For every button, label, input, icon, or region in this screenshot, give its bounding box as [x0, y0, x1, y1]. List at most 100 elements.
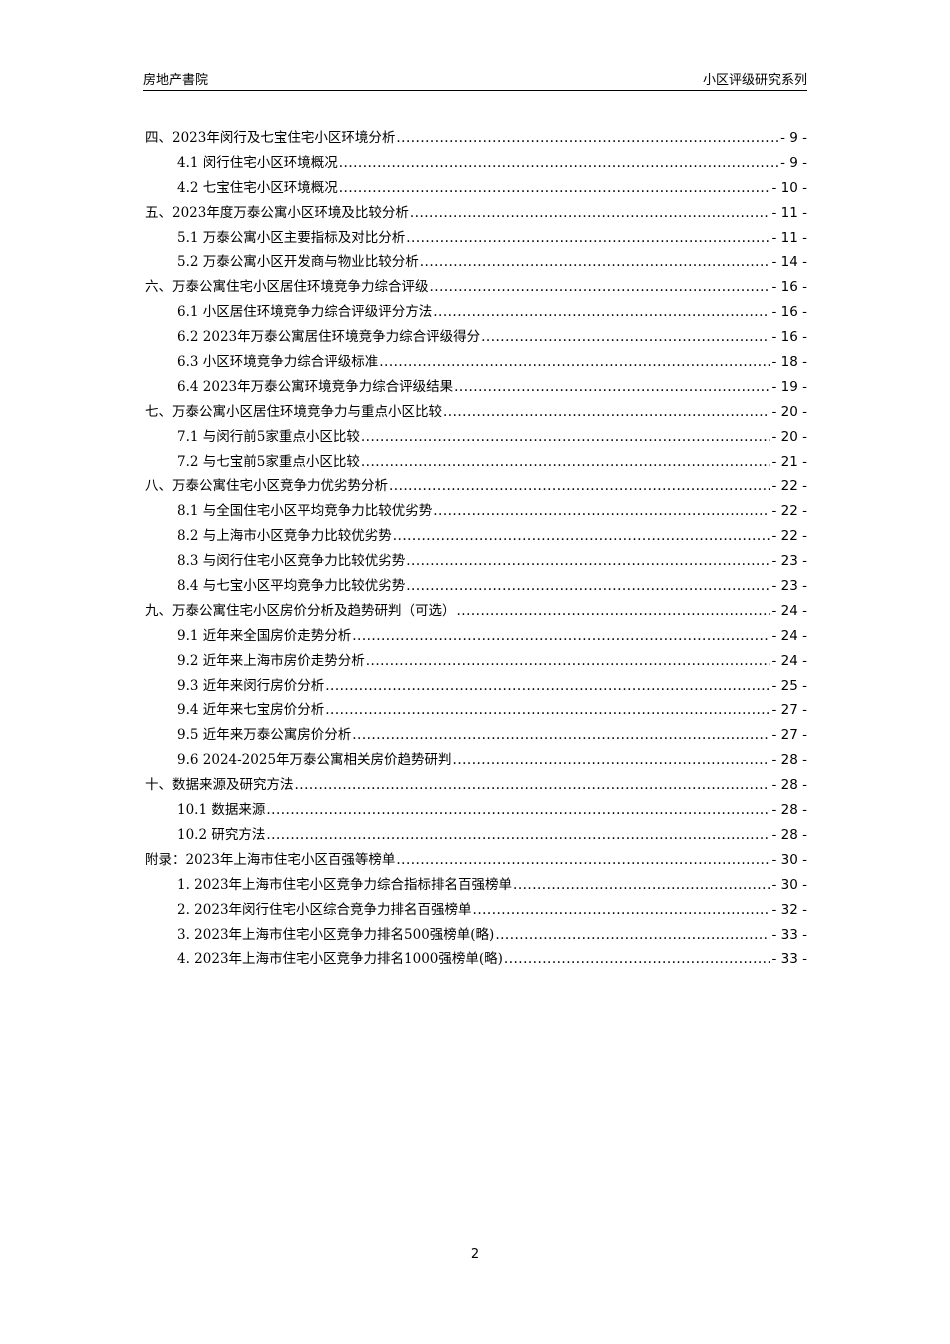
header-left: 房地产書院	[143, 73, 209, 88]
toc-entry-title: 8.1 与全国住宅小区平均竞争力比较优劣势	[177, 503, 433, 520]
leader-dots	[393, 528, 771, 544]
toc-entry-title: 6.3 小区环境竞争力综合评级标准	[177, 354, 379, 371]
toc-entry[interactable]: 6.1 小区居住环境竞争力综合评级评分方法 - 16 -	[145, 300, 807, 325]
toc-entry-page: - 28 -	[771, 826, 807, 843]
toc-entry[interactable]: 7.1 与闵行前5家重点小区比较 - 20 -	[145, 425, 807, 450]
leader-dots	[433, 503, 770, 519]
leader-dots	[504, 951, 771, 967]
toc-entry-page: - 23 -	[771, 578, 807, 595]
leader-dots	[379, 354, 770, 370]
toc-entry[interactable]: 附录：2023年上海市住宅小区百强等榜单 - 30 -	[145, 848, 807, 873]
toc-entry-page: - 16 -	[771, 329, 807, 346]
toc-entry[interactable]: 8.3 与闵行住宅小区竞争力比较优劣势 - 23 -	[145, 549, 807, 574]
toc-entry-title: 9.3 近年来闵行房价分析	[177, 677, 325, 694]
toc-entry[interactable]: 10.2 研究方法 - 28 -	[145, 823, 807, 848]
toc-entry-title: 五、2023年度万泰公寓小区环境及比较分析	[145, 204, 409, 221]
toc-entry-page: - 20 -	[771, 403, 807, 420]
toc-entry[interactable]: 6.2 2023年万泰公寓居住环境竞争力综合评级得分 - 16 -	[145, 325, 807, 350]
toc-entry-title: 8.2 与上海市小区竞争力比较优劣势	[177, 528, 392, 545]
toc-entry-title: 4.2 七宝住宅小区环境概况	[177, 179, 338, 196]
toc-entry-title: 4.1 闵行住宅小区环境概况	[177, 154, 338, 171]
toc-entry[interactable]: 7.2 与七宝前5家重点小区比较 - 21 -	[145, 450, 807, 475]
toc-entry[interactable]: 八、万泰公寓住宅小区竞争力优劣势分析 - 22 -	[145, 474, 807, 499]
leader-dots	[396, 130, 779, 146]
toc-entry-page: - 24 -	[771, 627, 807, 644]
leader-dots	[406, 578, 770, 594]
toc-entry-page: - 33 -	[771, 926, 807, 943]
toc-entry[interactable]: 七、万泰公寓小区居住环境竞争力与重点小区比较 - 20 -	[145, 400, 807, 425]
toc-entry-page: - 27 -	[771, 727, 807, 744]
toc-entry[interactable]: 8.4 与七宝小区平均竞争力比较优劣势 - 23 -	[145, 574, 807, 599]
toc-entry[interactable]: 4.2 七宝住宅小区环境概况 - 10 -	[145, 176, 807, 201]
toc-entry-title: 9.6 2024-2025年万泰公寓相关房价趋势研判	[177, 752, 452, 769]
leader-dots	[420, 254, 771, 270]
toc-entry[interactable]: 8.1 与全国住宅小区平均竞争力比较优劣势 - 22 -	[145, 499, 807, 524]
toc-entry-title: 7.1 与闵行前5家重点小区比较	[177, 428, 360, 445]
toc-entry-title: 8.4 与七宝小区平均竞争力比较优劣势	[177, 578, 406, 595]
leader-dots	[361, 454, 771, 470]
toc-entry[interactable]: 十、数据来源及研究方法 - 28 -	[145, 773, 807, 798]
toc-entry[interactable]: 六、万泰公寓住宅小区居住环境竞争力综合评级 - 16 -	[145, 275, 807, 300]
toc-entry-title: 8.3 与闵行住宅小区竞争力比较优劣势	[177, 553, 406, 570]
toc-entry[interactable]: 6.4 2023年万泰公寓环境竞争力综合评级结果 - 19 -	[145, 375, 807, 400]
leader-dots	[266, 802, 770, 818]
leader-dots	[325, 678, 770, 694]
leader-dots	[352, 727, 770, 743]
toc-entry-page: - 28 -	[771, 777, 807, 794]
toc-entry-page: - 32 -	[771, 901, 807, 918]
toc-entry[interactable]: 5.2 万泰公寓小区开发商与物业比较分析 - 14 -	[145, 250, 807, 275]
toc-entry-page: - 28 -	[771, 802, 807, 819]
toc-entry-page: - 14 -	[771, 254, 807, 271]
toc-entry[interactable]: 4.1 闵行住宅小区环境概况 - 9 -	[145, 151, 807, 176]
toc-entry-title: 2. 2023年闵行住宅小区综合竞争力排名百强榜单	[177, 901, 472, 918]
toc-entry-page: - 22 -	[771, 528, 807, 545]
toc-entry[interactable]: 9.3 近年来闵行房价分析 - 25 -	[145, 674, 807, 699]
toc-entry-page: - 23 -	[771, 553, 807, 570]
toc-entry-page: - 27 -	[771, 702, 807, 719]
toc-entry[interactable]: 6.3 小区环境竞争力综合评级标准 - 18 -	[145, 350, 807, 375]
toc-entry-page: - 24 -	[771, 652, 807, 669]
table-of-contents: 四、2023年闵行及七宝住宅小区环境分析 - 9 - 4.1 闵行住宅小区环境概况 -…	[145, 126, 807, 972]
page-header: 房地产書院 小区评级研究系列	[143, 66, 807, 91]
leader-dots	[361, 429, 771, 445]
toc-entry[interactable]: 5.1 万泰公寓小区主要指标及对比分析 - 11 -	[145, 226, 807, 251]
leader-dots	[443, 404, 770, 420]
toc-entry-page: - 22 -	[771, 503, 807, 520]
toc-entry[interactable]: 4. 2023年上海市住宅小区竞争力排名1000强榜单(略) - 33 -	[145, 947, 807, 972]
toc-entry[interactable]: 9.6 2024-2025年万泰公寓相关房价趋势研判 - 28 -	[145, 748, 807, 773]
toc-entry-title: 9.2 近年来上海市房价走势分析	[177, 652, 365, 669]
page-number: 2	[470, 1247, 480, 1262]
toc-entry-title: 9.4 近年来七宝房价分析	[177, 702, 325, 719]
toc-entry[interactable]: 2. 2023年闵行住宅小区综合竞争力排名百强榜单 - 32 -	[145, 898, 807, 923]
toc-entry-title: 9.1 近年来全国房价走势分析	[177, 627, 352, 644]
toc-entry-title: 十、数据来源及研究方法	[145, 777, 294, 794]
toc-entry[interactable]: 1. 2023年上海市住宅小区竞争力综合指标排名百强榜单 - 30 -	[145, 873, 807, 898]
leader-dots	[339, 155, 779, 171]
leader-dots	[453, 752, 771, 768]
toc-entry-page: - 30 -	[771, 876, 807, 893]
toc-entry[interactable]: 五、2023年度万泰公寓小区环境及比较分析 - 11 -	[145, 201, 807, 226]
toc-entry-page: - 19 -	[771, 378, 807, 395]
leader-dots	[389, 478, 770, 494]
toc-entry[interactable]: 四、2023年闵行及七宝住宅小区环境分析 - 9 -	[145, 126, 807, 151]
toc-entry[interactable]: 9.5 近年来万泰公寓房价分析 - 27 -	[145, 723, 807, 748]
toc-entry[interactable]: 10.1 数据来源 - 28 -	[145, 798, 807, 823]
toc-entry-title: 4. 2023年上海市住宅小区竞争力排名1000强榜单(略)	[177, 951, 503, 968]
toc-entry[interactable]: 8.2 与上海市小区竞争力比较优劣势 - 22 -	[145, 524, 807, 549]
toc-entry-page: - 20 -	[771, 428, 807, 445]
toc-entry[interactable]: 9.1 近年来全国房价走势分析 - 24 -	[145, 624, 807, 649]
toc-entry[interactable]: 9.2 近年来上海市房价走势分析 - 24 -	[145, 649, 807, 674]
toc-entry-title: 7.2 与七宝前5家重点小区比较	[177, 453, 360, 470]
toc-entry-page: - 28 -	[771, 752, 807, 769]
toc-entry[interactable]: 3. 2023年上海市住宅小区竞争力排名500强榜单(略) - 33 -	[145, 923, 807, 948]
toc-entry[interactable]: 9.4 近年来七宝房价分析 - 27 -	[145, 698, 807, 723]
leader-dots	[406, 230, 770, 246]
toc-entry[interactable]: 九、万泰公寓住宅小区房价分析及趋势研判（可选） - 24 -	[145, 599, 807, 624]
toc-entry-title: 6.1 小区居住环境竞争力综合评级评分方法	[177, 304, 433, 321]
leader-dots	[433, 304, 770, 320]
leader-dots	[366, 653, 771, 669]
toc-entry-page: - 33 -	[771, 951, 807, 968]
toc-entry-page: - 10 -	[771, 179, 807, 196]
toc-entry-page: - 9 -	[780, 154, 807, 171]
toc-entry-title: 5.2 万泰公寓小区开发商与物业比较分析	[177, 254, 419, 271]
